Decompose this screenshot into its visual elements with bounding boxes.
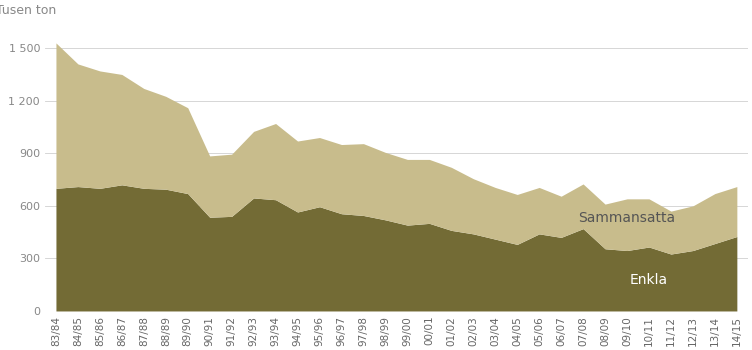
Text: Sammansatta: Sammansatta: [578, 211, 675, 225]
Text: Enkla: Enkla: [630, 273, 668, 287]
Text: Tusen ton: Tusen ton: [0, 4, 56, 17]
